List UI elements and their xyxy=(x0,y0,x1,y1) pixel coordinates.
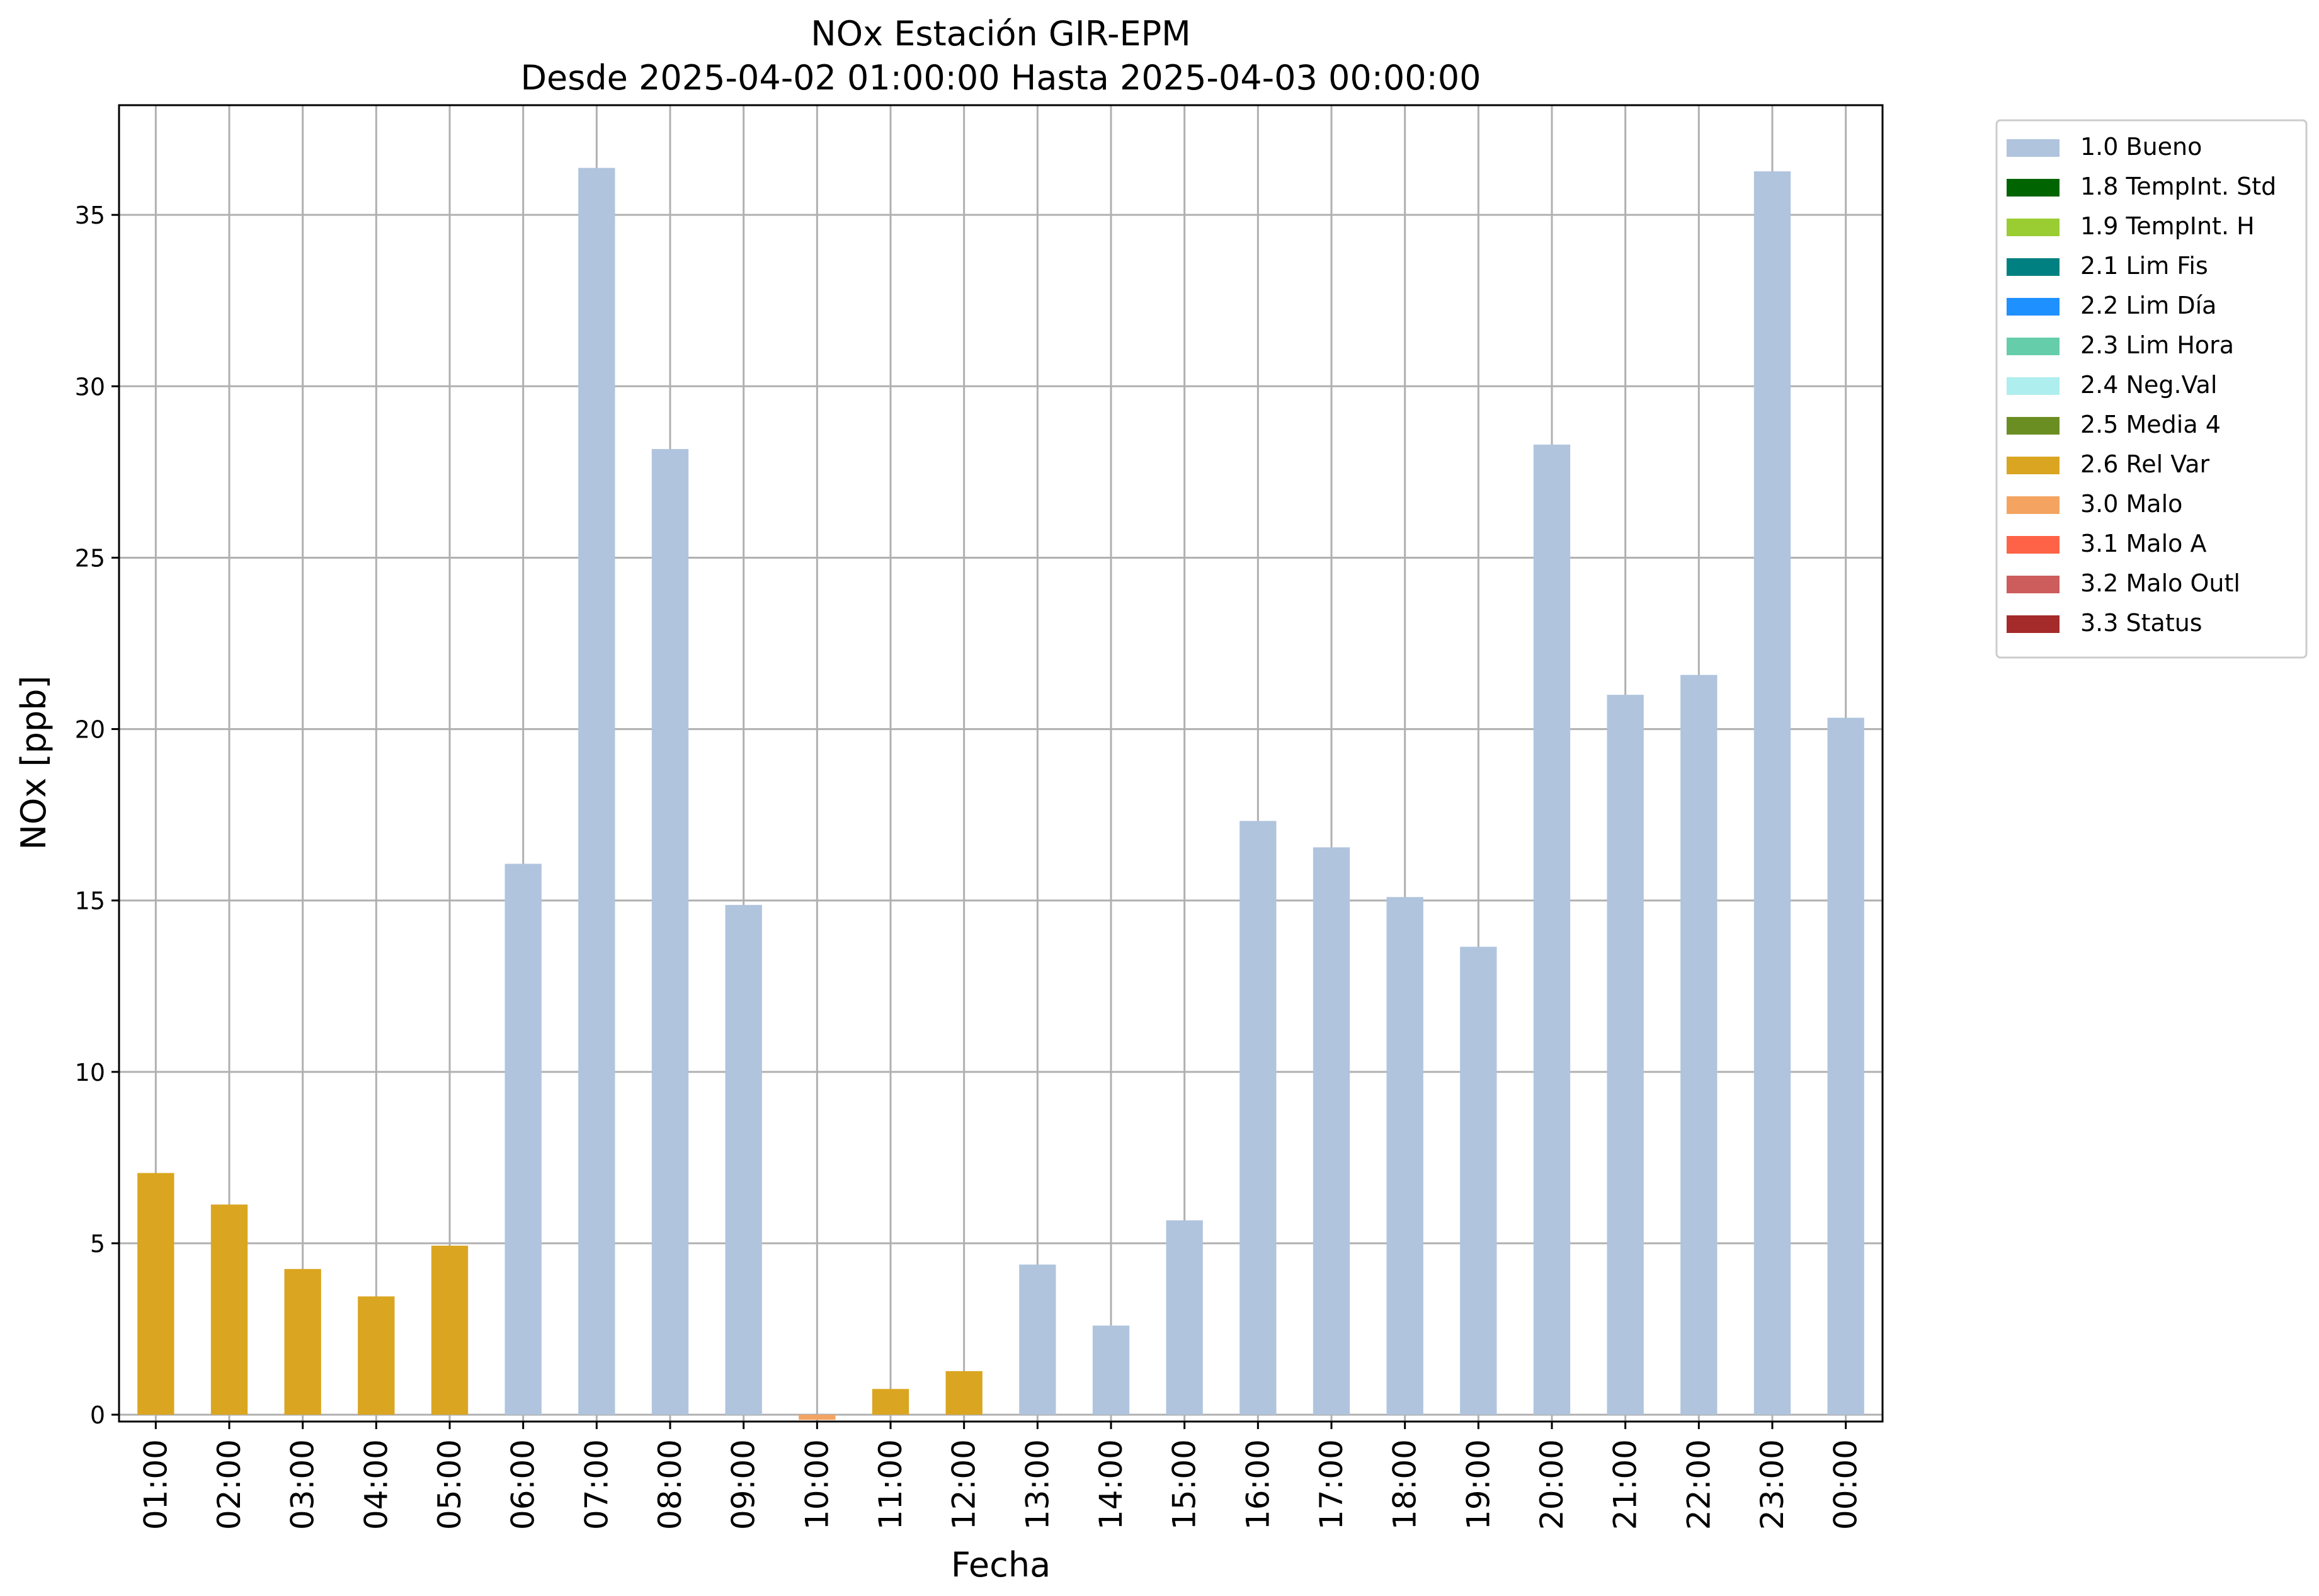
bar-1700 xyxy=(1313,847,1350,1415)
bar-0700 xyxy=(578,168,615,1415)
bar-1900 xyxy=(1460,947,1497,1415)
x-tick-label: 15:00 xyxy=(1166,1439,1203,1530)
plot-frame xyxy=(118,104,1884,1423)
bar-1100 xyxy=(872,1389,909,1415)
x-tick-label: 03:00 xyxy=(285,1439,321,1530)
legend-label: 3.2 Malo Outl xyxy=(2080,569,2240,597)
x-tick-label: 21:00 xyxy=(1607,1439,1644,1530)
legend-label: 2.2 Lim Día xyxy=(2080,292,2216,319)
bar-0400 xyxy=(358,1296,395,1415)
x-tick-label: 23:00 xyxy=(1754,1439,1791,1530)
legend-swatch xyxy=(2007,377,2060,395)
y-tick-label: 25 xyxy=(75,544,105,572)
legend-swatch xyxy=(2007,338,2060,355)
legend-label: 1.0 Bueno xyxy=(2080,133,2202,161)
legend: 1.0 Bueno 1.8 TempInt. Std 1.9 TempInt. H 2… xyxy=(1995,119,2308,659)
y-tick-label: 20 xyxy=(75,716,105,744)
bars xyxy=(137,168,1864,1420)
legend-label: 2.4 Neg.Val xyxy=(2080,371,2217,399)
x-tick-label: 18:00 xyxy=(1387,1439,1423,1530)
x-tick-label: 10:00 xyxy=(799,1439,835,1530)
bar-2100 xyxy=(1607,695,1644,1415)
chart-title: NOx Estación GIR-EPM xyxy=(811,14,1191,54)
x-tick-label: 12:00 xyxy=(946,1439,983,1530)
legend-label: 1.9 TempInt. H xyxy=(2080,212,2255,240)
x-tick-label: 08:00 xyxy=(652,1439,688,1530)
x-tick-label: 06:00 xyxy=(505,1439,542,1530)
legend-label: 3.0 Malo xyxy=(2080,490,2182,518)
legend-label: 2.5 Media 4 xyxy=(2080,411,2221,438)
legend-label: 2.6 Rel Var xyxy=(2080,450,2210,478)
bar-0100 xyxy=(137,1173,174,1415)
bar-0500 xyxy=(431,1245,469,1415)
x-tick-label: 04:00 xyxy=(358,1439,394,1530)
x-tick-label: 07:00 xyxy=(578,1439,615,1530)
y-axis-label: NOx [ppb] xyxy=(14,676,54,850)
bar-1400 xyxy=(1092,1325,1130,1415)
legend-label: 2.3 Lim Hora xyxy=(2080,331,2234,359)
bar-1000 xyxy=(799,1415,836,1420)
legend-swatch xyxy=(2007,139,2060,157)
legend-swatch xyxy=(2007,179,2060,197)
bar-1800 xyxy=(1386,897,1423,1415)
bar-1200 xyxy=(945,1371,983,1415)
x-tick-label: 09:00 xyxy=(726,1439,762,1530)
y-tick-label: 5 xyxy=(90,1230,105,1258)
legend-label: 3.1 Malo A xyxy=(2080,530,2206,557)
legend-swatch xyxy=(2007,219,2060,236)
axis-ticks: 0 5 10 15 20 25 30 35 01:00 02:00 03:00 04:00 05:00 0… xyxy=(75,202,1864,1530)
legend-box xyxy=(1995,119,2308,659)
legend-swatch xyxy=(2007,298,2060,316)
bar-1600 xyxy=(1239,821,1277,1415)
x-tick-label: 17:00 xyxy=(1313,1439,1350,1530)
bar-1300 xyxy=(1019,1264,1056,1415)
x-tick-label: 16:00 xyxy=(1239,1439,1276,1530)
legend-label: 3.3 Status xyxy=(2080,609,2202,637)
legend-swatch xyxy=(2007,496,2060,514)
legend-label: 2.1 Lim Fis xyxy=(2080,252,2208,280)
x-tick-label: 01:00 xyxy=(137,1439,174,1530)
bar-0000 xyxy=(1827,717,1864,1415)
bar-2000 xyxy=(1533,444,1571,1415)
legend-swatch xyxy=(2007,615,2060,633)
x-tick-label: 11:00 xyxy=(872,1439,909,1530)
legend-swatch xyxy=(2007,457,2060,474)
x-tick-label: 14:00 xyxy=(1093,1439,1129,1530)
bar-2200 xyxy=(1680,675,1718,1415)
bar-0200 xyxy=(210,1204,248,1415)
y-tick-label: 0 xyxy=(90,1401,105,1429)
y-tick-label: 35 xyxy=(75,202,105,229)
bar-0900 xyxy=(725,904,762,1415)
bar-0300 xyxy=(284,1268,321,1415)
chart-subtitle: Desde 2025-04-02 01:00:00 Hasta 2025-04-… xyxy=(520,58,1481,98)
x-tick-label: 05:00 xyxy=(431,1439,468,1530)
legend-swatch xyxy=(2007,417,2060,435)
y-tick-label: 10 xyxy=(75,1059,105,1086)
x-tick-label: 02:00 xyxy=(211,1439,248,1530)
legend-label: 1.8 TempInt. Std xyxy=(2080,173,2276,200)
x-tick-label: 22:00 xyxy=(1680,1439,1717,1530)
y-tick-label: 15 xyxy=(75,887,105,915)
x-axis-label: Fecha xyxy=(951,1545,1051,1585)
x-tick-label: 00:00 xyxy=(1828,1439,1864,1530)
bar-0600 xyxy=(504,864,542,1415)
bar-2300 xyxy=(1753,171,1791,1415)
y-tick-label: 30 xyxy=(75,373,105,401)
x-tick-label: 19:00 xyxy=(1460,1439,1496,1530)
x-tick-label: 13:00 xyxy=(1019,1439,1056,1530)
legend-swatch xyxy=(2007,258,2060,276)
x-tick-label: 20:00 xyxy=(1534,1439,1570,1530)
legend-swatch xyxy=(2007,536,2060,554)
bar-1500 xyxy=(1166,1220,1203,1415)
bar-0800 xyxy=(651,448,689,1415)
legend-swatch xyxy=(2007,576,2060,593)
